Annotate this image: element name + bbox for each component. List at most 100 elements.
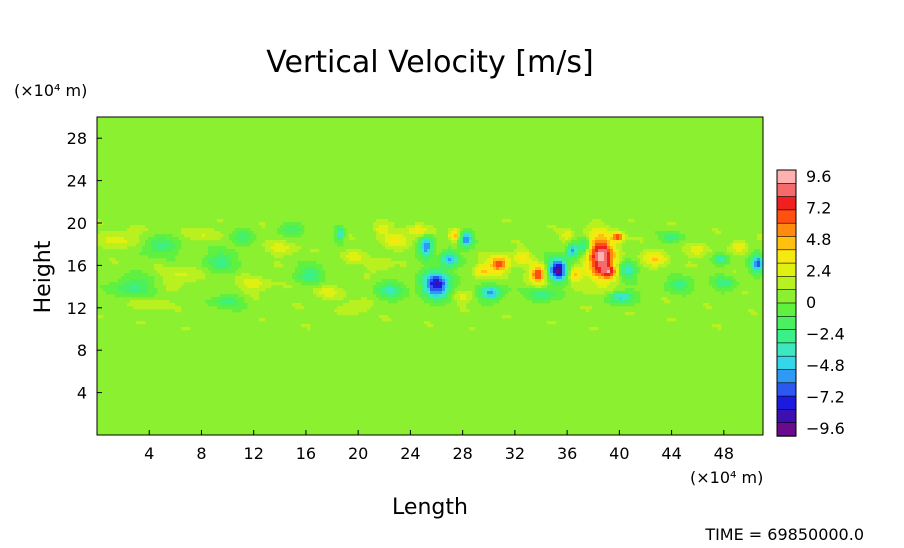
heatmap-cell (295, 231, 299, 235)
heatmap-cell (217, 303, 221, 307)
heatmap-cell (250, 294, 254, 298)
heatmap-cell (682, 246, 686, 250)
heatmap-cell (580, 252, 584, 256)
heatmap-cell (631, 261, 635, 265)
heatmap-cell (121, 276, 125, 280)
heatmap-cell (715, 231, 719, 235)
heatmap-cell (577, 273, 581, 277)
heatmap-cell (532, 261, 536, 265)
heatmap-cell (544, 276, 548, 280)
heatmap-cell (688, 249, 692, 253)
heatmap-cell (421, 276, 425, 280)
heatmap-cell (373, 225, 377, 229)
heatmap-cell (244, 243, 248, 247)
heatmap-cell (196, 228, 200, 232)
heatmap-cell (610, 300, 614, 304)
heatmap-cell (136, 270, 140, 274)
heatmap-cell (430, 273, 434, 277)
heatmap-cell (466, 234, 470, 238)
heatmap-cell (361, 297, 365, 301)
heatmap-cell (160, 273, 164, 277)
heatmap-cell (247, 282, 251, 286)
heatmap-cell (673, 279, 677, 283)
heatmap-cell (721, 291, 725, 295)
heatmap-cell (628, 264, 632, 268)
heatmap-cell (487, 264, 491, 268)
heatmap-cell (571, 270, 575, 274)
heatmap-cell (169, 306, 173, 310)
heatmap-cell (226, 300, 230, 304)
heatmap-cell (550, 294, 554, 298)
heatmap-cell (373, 222, 377, 226)
heatmap-cell (259, 318, 263, 322)
heatmap-cell (661, 252, 665, 256)
heatmap-cell (241, 240, 245, 244)
heatmap-cell (427, 237, 431, 241)
heatmap-cell (469, 243, 473, 247)
heatmap-cell (319, 294, 323, 298)
heatmap-cell (511, 240, 515, 244)
heatmap-cell (451, 261, 455, 265)
heatmap-cell (190, 276, 194, 280)
heatmap-cell (415, 252, 419, 256)
heatmap-cell (355, 300, 359, 304)
heatmap-cell (115, 282, 119, 286)
heatmap-cell (217, 261, 221, 265)
heatmap-cell (466, 249, 470, 253)
heatmap-cell (166, 243, 170, 247)
heatmap-cell (415, 288, 419, 292)
heatmap-cell (625, 273, 629, 277)
heatmap-cell (571, 255, 575, 259)
heatmap-cell (481, 282, 485, 286)
heatmap-cell (727, 282, 731, 286)
heatmap-cell (175, 282, 179, 286)
heatmap-cell (301, 231, 305, 235)
heatmap-cell (697, 249, 701, 253)
heatmap-cell (283, 225, 287, 229)
heatmap-cell (268, 240, 272, 244)
heatmap-cell (583, 264, 587, 268)
heatmap-cell (586, 255, 590, 259)
heatmap-cell (199, 273, 203, 277)
heatmap-cell (214, 258, 218, 262)
heatmap-cell (601, 288, 605, 292)
heatmap-cell (415, 225, 419, 229)
heatmap-cell (214, 264, 218, 268)
heatmap-cell (571, 243, 575, 247)
heatmap-cell (166, 246, 170, 250)
heatmap-cell (238, 234, 242, 238)
heatmap-cell (628, 291, 632, 295)
heatmap-cell (232, 306, 236, 310)
heatmap-cell (412, 237, 416, 241)
heatmap-cell (652, 264, 656, 268)
heatmap-cell (535, 258, 539, 262)
heatmap-cell (661, 234, 665, 238)
heatmap-cell (622, 294, 626, 298)
heatmap-cell (292, 246, 296, 250)
heatmap-cell (445, 258, 449, 262)
heatmap-cell (214, 300, 218, 304)
heatmap-cell (448, 255, 452, 259)
heatmap-cell (589, 252, 593, 256)
heatmap-cell (667, 261, 671, 265)
heatmap-cell (160, 303, 164, 307)
heatmap-cell (580, 267, 584, 271)
heatmap-cell (403, 240, 407, 244)
heatmap-cell (367, 267, 371, 271)
heatmap-cell (220, 297, 224, 301)
heatmap-cell (424, 228, 428, 232)
heatmap-cell (115, 285, 119, 289)
heatmap-cell (391, 246, 395, 250)
heatmap-cell (403, 261, 407, 265)
heatmap-cell (304, 279, 308, 283)
heatmap-cell (169, 273, 173, 277)
heatmap-cell (391, 300, 395, 304)
heatmap-cell (100, 231, 104, 235)
heatmap-cell (337, 240, 341, 244)
heatmap-cell (130, 270, 134, 274)
heatmap-cell (712, 282, 716, 286)
heatmap-cell (586, 285, 590, 289)
heatmap-cell (523, 264, 527, 268)
heatmap-cell (541, 300, 545, 304)
heatmap-cell (484, 297, 488, 301)
